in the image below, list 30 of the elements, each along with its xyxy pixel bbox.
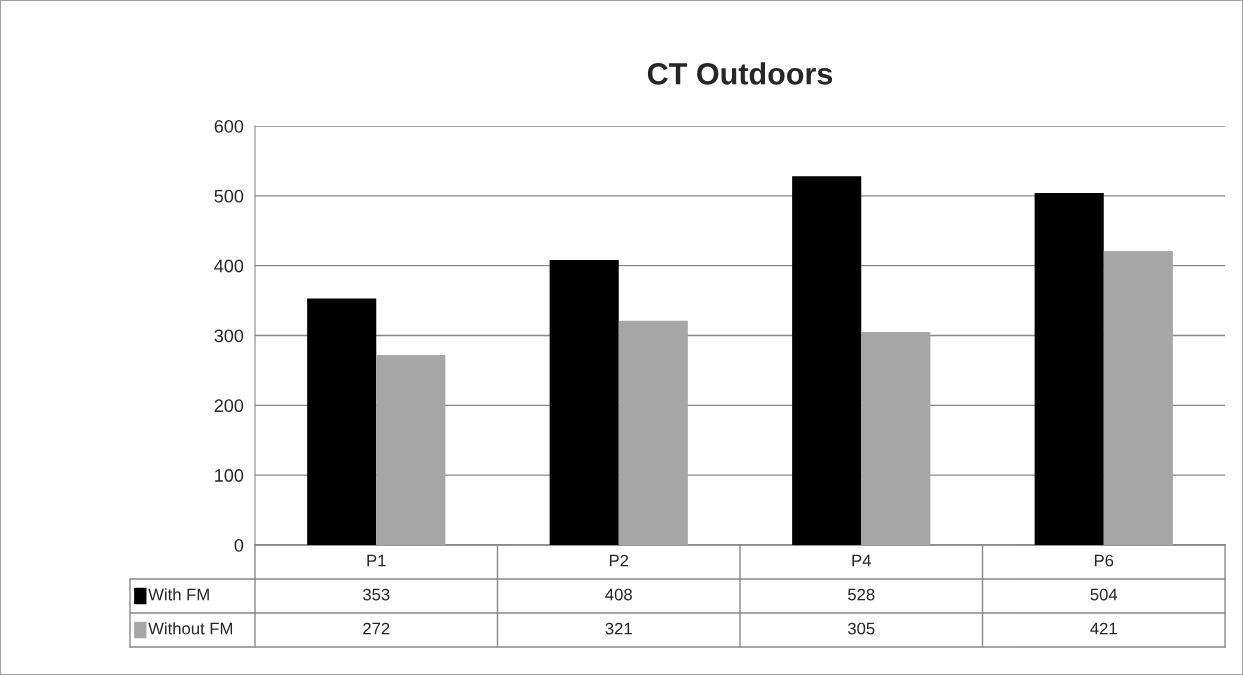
data-label: 305 bbox=[847, 622, 875, 635]
x-tick-label: P1 bbox=[367, 554, 386, 567]
data-label: 504 bbox=[1090, 588, 1118, 601]
bar bbox=[792, 176, 862, 545]
bar bbox=[618, 320, 688, 545]
data-label: 408 bbox=[605, 588, 632, 601]
y-tick-label: 600 bbox=[214, 119, 244, 133]
y-tick-label: 400 bbox=[214, 259, 244, 273]
x-tick-label: P6 bbox=[1094, 554, 1114, 567]
x-tick-label: P4 bbox=[852, 554, 871, 567]
bar bbox=[1103, 251, 1173, 545]
data-label: 528 bbox=[848, 588, 875, 601]
y-tick-label: 0 bbox=[234, 538, 244, 552]
legend-label: Without FM bbox=[148, 622, 233, 635]
data-label: 353 bbox=[362, 588, 390, 601]
bar bbox=[376, 355, 446, 545]
data-label: 421 bbox=[1090, 622, 1117, 635]
y-tick-label: 500 bbox=[214, 189, 244, 203]
x-tick-label: P2 bbox=[609, 554, 629, 567]
legend-label: With FM bbox=[148, 588, 209, 601]
data-label: 321 bbox=[605, 622, 632, 635]
chart-title: CT Outdoors bbox=[647, 62, 833, 85]
bar bbox=[307, 298, 377, 545]
bar bbox=[1034, 193, 1104, 545]
y-tick-label: 200 bbox=[214, 399, 244, 413]
data-label: 272 bbox=[363, 622, 390, 635]
y-tick-label: 300 bbox=[214, 329, 244, 343]
bar bbox=[861, 332, 931, 545]
bar bbox=[549, 260, 619, 545]
y-tick-label: 100 bbox=[215, 469, 244, 482]
